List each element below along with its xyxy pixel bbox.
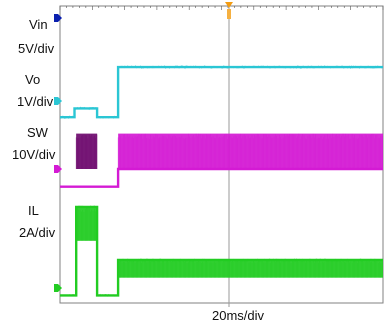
trace-vo (60, 65, 383, 119)
noise-vo (59, 65, 383, 119)
label-vo-scale: 1V/div (17, 94, 54, 109)
time-scale-label: 20ms/div (212, 308, 265, 323)
marker-sw (54, 165, 62, 173)
label-sw-scale: 10V/div (12, 147, 56, 162)
trigger-position-marker (227, 9, 231, 19)
label-il-scale: 2A/div (19, 225, 56, 240)
burst-sw-0 (75, 133, 98, 169)
marker-vin (54, 14, 62, 22)
marker-il (54, 284, 62, 292)
label-vo: Vo (25, 72, 41, 87)
label-vin-scale: 5V/div (18, 41, 55, 56)
label-vin: Vin (29, 17, 48, 32)
trace-sw (60, 167, 383, 188)
burst-il-1 (117, 259, 383, 278)
trigger-marker (225, 2, 233, 8)
trace-il (60, 205, 383, 297)
burst-il-0 (75, 206, 98, 241)
label-il: IL (28, 203, 39, 218)
traces (59, 65, 383, 297)
label-sw: SW (27, 125, 48, 140)
marker-vo (54, 97, 62, 105)
markers (54, 9, 231, 292)
noise-il (59, 205, 383, 297)
burst-sw-1 (117, 133, 383, 169)
